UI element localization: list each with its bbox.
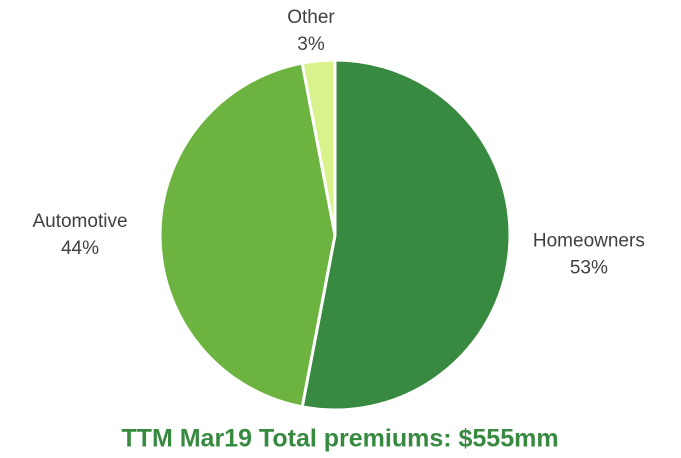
slice-label: Automotive bbox=[32, 211, 127, 232]
slice-value-label: 53% bbox=[570, 257, 608, 278]
slice-value-label: 3% bbox=[297, 34, 325, 55]
pie-slice bbox=[300, 58, 337, 237]
pie-slice bbox=[158, 61, 337, 409]
slice-label: Other bbox=[287, 7, 335, 28]
slice-label: Homeowners bbox=[533, 230, 645, 251]
pie-slice bbox=[300, 58, 512, 412]
slice-value-label: 44% bbox=[61, 238, 99, 259]
chart-title: TTM Mar19 Total premiums: $555mm bbox=[121, 425, 558, 453]
